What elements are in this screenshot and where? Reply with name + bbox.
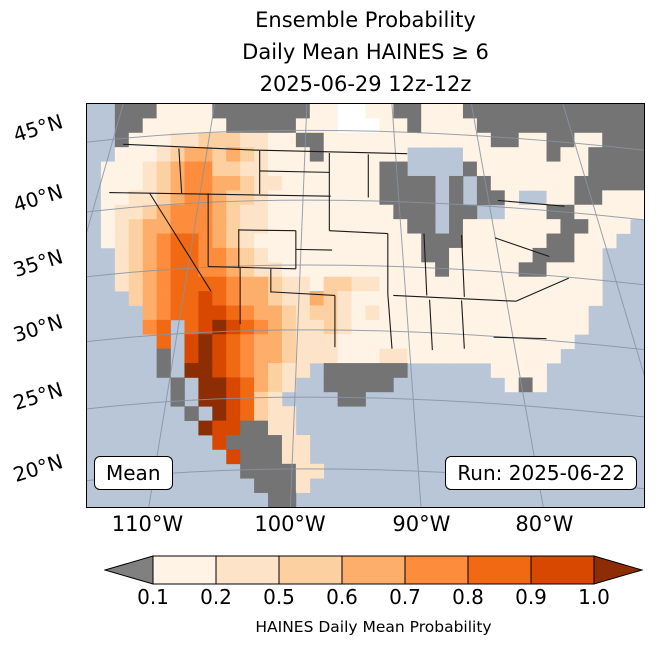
colorbar-tick: 1.0 bbox=[578, 585, 610, 609]
colorbar-under-arrow bbox=[104, 555, 154, 585]
lon-tick-label: 90°W bbox=[392, 512, 451, 536]
lat-tick-label: 45°N bbox=[10, 108, 66, 147]
colorbar-segment bbox=[404, 555, 469, 585]
colorbar-segment bbox=[467, 555, 532, 585]
lat-tick-label: 20°N bbox=[10, 449, 66, 487]
map: Mean Run: 2025-06-22 bbox=[86, 103, 645, 508]
colorbar-tick: 0.6 bbox=[326, 585, 358, 609]
lon-tick-label: 80°W bbox=[515, 512, 574, 536]
colorbar-segment bbox=[278, 555, 343, 585]
figure-title: Ensemble Probability Daily Mean HAINES ≥… bbox=[86, 4, 645, 100]
lat-tick-label: 25°N bbox=[10, 376, 66, 415]
run-badge: Run: 2025-06-22 bbox=[445, 456, 637, 490]
state-borders bbox=[109, 143, 569, 351]
mean-badge: Mean bbox=[94, 456, 173, 490]
colorbar-segment bbox=[152, 555, 217, 585]
colorbar-tick: 0.5 bbox=[263, 585, 295, 609]
title-line-1: Ensemble Probability bbox=[255, 8, 476, 32]
map-canvas bbox=[87, 104, 644, 507]
colorbar-tick: 0.9 bbox=[515, 585, 547, 609]
lon-tick-label: 100°W bbox=[254, 512, 326, 536]
colorbar-canvas bbox=[104, 555, 643, 585]
lat-tick-label: 35°N bbox=[10, 244, 66, 282]
title-line-3: 2025-06-29 12z-12z bbox=[259, 72, 472, 96]
colorbar-over-arrow bbox=[593, 555, 643, 585]
colorbar-tick: 0.8 bbox=[452, 585, 484, 609]
lat-tick-label: 30°N bbox=[10, 309, 66, 348]
colorbar-tick: 0.1 bbox=[137, 585, 169, 609]
colorbar-segment bbox=[530, 555, 595, 585]
probability-raster bbox=[100, 104, 644, 507]
colorbar-tick: 0.2 bbox=[200, 585, 232, 609]
colorbar-label: HAINES Daily Mean Probability bbox=[255, 618, 492, 636]
colorbar-segment bbox=[341, 555, 406, 585]
lat-tick-label: 40°N bbox=[10, 178, 66, 217]
lon-tick-label: 110°W bbox=[111, 512, 184, 536]
colorbar-segment bbox=[215, 555, 280, 585]
colorbar-tick: 0.7 bbox=[389, 585, 421, 609]
title-line-2: Daily Mean HAINES ≥ 6 bbox=[242, 40, 489, 64]
